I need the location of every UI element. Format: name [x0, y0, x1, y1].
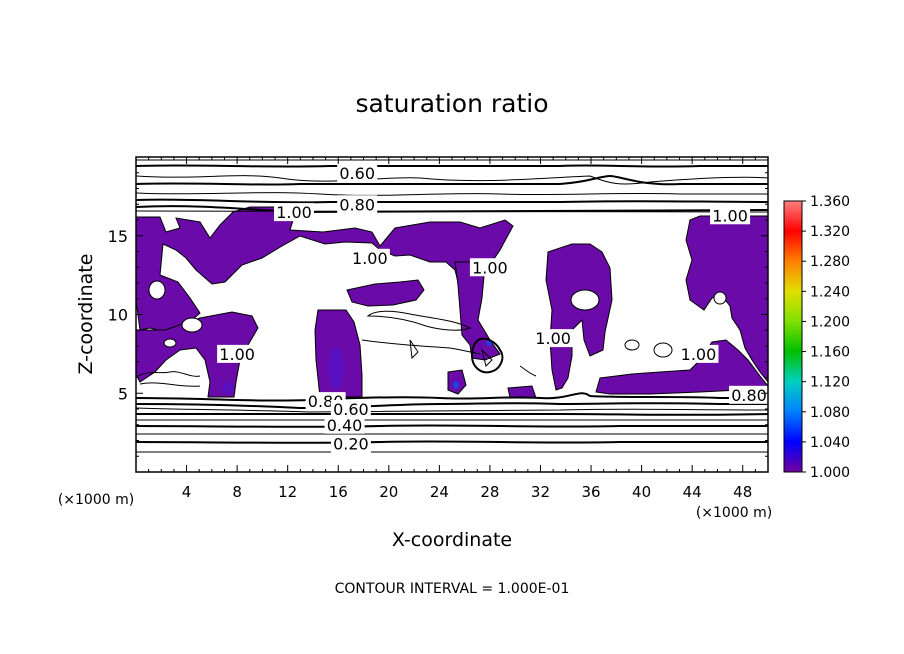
y-tick-label: 10	[108, 306, 128, 325]
contour-label-bg	[274, 203, 314, 222]
x-tick-label: 4	[182, 483, 192, 501]
colorbar-tick-label: 1.200	[810, 314, 850, 330]
fill-region-right-tall	[545, 243, 613, 391]
x-tick-label: 40	[632, 483, 651, 501]
contour-label: 0.80	[731, 386, 767, 405]
x-unit-left: (×1000 m)	[58, 492, 134, 508]
colorbar	[783, 200, 806, 473]
fill-region-left-lobe	[135, 311, 259, 398]
contour-label: 1.00	[472, 258, 508, 277]
contour-label-bg	[469, 258, 510, 277]
x-axis-label: X-coordinate	[392, 529, 512, 551]
y-tick-label: 5	[118, 384, 128, 403]
subsaturation-holes	[148, 280, 727, 358]
contour-label: 0.40	[327, 416, 363, 435]
colorbar-tick-label: 1.280	[810, 254, 850, 270]
contour-label: 1.00	[712, 206, 748, 225]
colorbar-tick-label: 1.320	[810, 224, 850, 240]
contour-label: 1.00	[535, 329, 571, 348]
chart-title: saturation ratio	[355, 89, 548, 118]
contour-label: 1.00	[276, 203, 312, 222]
colorbar-tick-label: 1.000	[810, 465, 850, 481]
x-tick-label: 44	[683, 483, 702, 501]
x-tick-label: 12	[278, 483, 297, 501]
contour-label-bg	[337, 163, 378, 182]
x-tick-label: 48	[733, 483, 752, 501]
x-tick-labels: 4 8 12 16 20 24 28 32 36 40 44 48	[182, 483, 752, 501]
x-tick-label: 36	[581, 483, 600, 501]
contour-label-bg	[324, 415, 365, 434]
inner-core-4	[453, 381, 459, 389]
colorbar-gradient	[783, 200, 803, 473]
contour-label: 0.80	[339, 195, 375, 214]
contour-label: 0.60	[333, 400, 369, 419]
contour-label: 1.00	[681, 345, 717, 364]
contour-interval-note: CONTOUR INTERVAL = 1.000E-01	[335, 581, 570, 597]
contour-label-bg	[337, 195, 378, 214]
y-tick-label: 15	[108, 227, 128, 246]
supersaturation-fill-regions	[135, 206, 769, 399]
colorbar-labels: 1.360 1.320 1.280 1.240 1.200 1.160 1.120 1.080…	[810, 194, 850, 481]
contour-label-bg	[330, 400, 371, 418]
x-tick-label: 20	[379, 483, 398, 501]
fill-region-upper-left	[135, 206, 514, 333]
x-tick-label: 28	[480, 483, 499, 501]
contour-label-bg	[678, 344, 719, 363]
colorbar-tick-label: 1.360	[810, 194, 850, 210]
contour-label-bg	[710, 206, 751, 225]
colorbar-tick-label: 1.080	[810, 405, 850, 421]
y-axis-label: Z-coordinate	[75, 254, 97, 375]
fill-region-small-bottom	[507, 385, 537, 399]
contour-labels: 0.60 0.80 1.00 1.00 1.00 1.00 1.00 1.00 1.00 0.80…	[217, 163, 770, 454]
inner-core-2	[222, 382, 234, 394]
inner-core	[328, 348, 344, 388]
colorbar-tick-label: 1.160	[810, 345, 850, 361]
colorbar-tick-label: 1.120	[810, 375, 850, 391]
x-tick-label: 16	[329, 483, 348, 501]
contour-label: 1.00	[219, 345, 255, 364]
contour-label-bg	[729, 385, 770, 404]
contour-label-bg	[533, 329, 574, 348]
x-tick-label: 8	[232, 483, 242, 501]
fill-region-right-bottom	[595, 339, 769, 395]
contour-label: 0.60	[339, 164, 375, 183]
x-tick-label: 32	[531, 483, 550, 501]
colorbar-tick-label: 1.040	[810, 435, 850, 451]
fill-region-center-right	[454, 261, 501, 361]
contour-label-bg	[217, 344, 258, 363]
contour-label-bg	[349, 248, 390, 267]
contour-label: 1.00	[352, 249, 388, 268]
colorbar-tick-label: 1.240	[810, 284, 850, 300]
axis-ticks	[136, 157, 768, 472]
x-tick-label: 24	[430, 483, 449, 501]
contour-label: 0.20	[333, 435, 369, 454]
contour-label-bg	[330, 434, 371, 453]
fill-region-center-small	[346, 279, 425, 307]
y-tick-labels: 5 10 15	[108, 227, 128, 404]
x-unit-right: (×1000 m)	[696, 505, 772, 521]
contour-lines	[135, 159, 769, 453]
